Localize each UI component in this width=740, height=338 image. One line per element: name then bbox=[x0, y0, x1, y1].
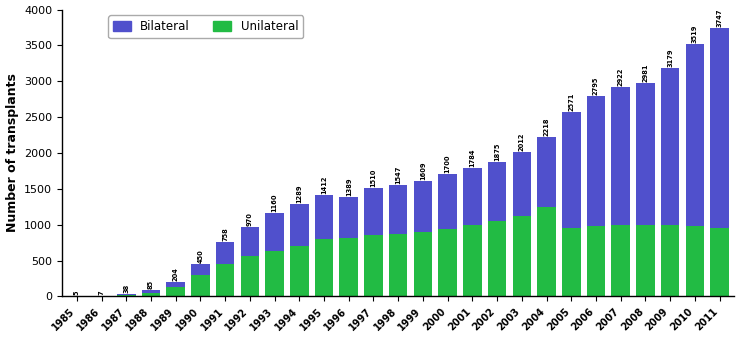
Text: 3179: 3179 bbox=[667, 49, 673, 67]
Bar bbox=[240, 256, 259, 296]
Bar bbox=[414, 232, 432, 296]
Text: 1547: 1547 bbox=[395, 166, 401, 184]
Bar bbox=[216, 264, 235, 296]
Text: 1609: 1609 bbox=[420, 162, 426, 180]
Bar bbox=[537, 137, 556, 208]
Bar bbox=[191, 275, 209, 296]
Bar bbox=[166, 287, 185, 296]
Text: 758: 758 bbox=[222, 227, 228, 241]
Bar bbox=[587, 96, 605, 226]
Bar bbox=[266, 251, 284, 296]
Bar bbox=[266, 213, 284, 251]
Bar bbox=[636, 82, 655, 225]
Bar bbox=[364, 235, 383, 296]
Text: 2922: 2922 bbox=[618, 67, 624, 86]
Bar bbox=[117, 295, 135, 296]
Text: 1784: 1784 bbox=[469, 149, 475, 167]
Text: 204: 204 bbox=[172, 267, 178, 281]
Text: 1389: 1389 bbox=[346, 177, 352, 196]
Text: 2571: 2571 bbox=[568, 93, 574, 111]
Text: 970: 970 bbox=[247, 212, 253, 226]
Bar bbox=[587, 226, 605, 296]
Bar bbox=[166, 282, 185, 287]
Bar bbox=[636, 225, 655, 296]
Bar bbox=[488, 162, 506, 221]
Text: 1700: 1700 bbox=[445, 155, 451, 173]
Text: 85: 85 bbox=[148, 280, 154, 289]
Bar bbox=[117, 294, 135, 295]
Bar bbox=[314, 239, 333, 296]
Bar bbox=[364, 188, 383, 235]
Bar bbox=[686, 44, 704, 226]
Bar bbox=[611, 87, 630, 225]
Bar bbox=[314, 195, 333, 239]
Text: 1160: 1160 bbox=[272, 194, 278, 212]
Bar bbox=[710, 227, 729, 296]
Text: 3519: 3519 bbox=[692, 25, 698, 43]
Bar bbox=[191, 264, 209, 275]
Bar bbox=[340, 197, 358, 238]
Text: 1289: 1289 bbox=[296, 184, 303, 203]
Bar bbox=[488, 221, 506, 296]
Bar bbox=[414, 181, 432, 232]
Bar bbox=[562, 227, 581, 296]
Text: 1412: 1412 bbox=[321, 175, 327, 194]
Bar bbox=[710, 28, 729, 227]
Text: 1510: 1510 bbox=[371, 169, 377, 187]
Bar bbox=[686, 226, 704, 296]
Text: 1875: 1875 bbox=[494, 143, 500, 161]
Text: 7: 7 bbox=[98, 290, 104, 295]
Text: 2795: 2795 bbox=[593, 76, 599, 95]
Bar bbox=[141, 293, 161, 296]
Bar bbox=[340, 238, 358, 296]
Bar bbox=[438, 230, 457, 296]
Bar bbox=[661, 68, 679, 225]
Bar bbox=[537, 208, 556, 296]
Text: 3747: 3747 bbox=[716, 8, 723, 27]
Bar bbox=[513, 216, 531, 296]
Text: 38: 38 bbox=[124, 283, 130, 293]
Bar bbox=[463, 225, 482, 296]
Bar bbox=[661, 225, 679, 296]
Bar bbox=[240, 227, 259, 256]
Text: 5: 5 bbox=[74, 290, 80, 295]
Text: 2981: 2981 bbox=[642, 63, 648, 81]
Bar bbox=[389, 234, 408, 296]
Bar bbox=[463, 168, 482, 225]
Bar bbox=[438, 174, 457, 230]
Text: 2012: 2012 bbox=[519, 132, 525, 151]
Bar bbox=[611, 225, 630, 296]
Text: 2218: 2218 bbox=[544, 118, 550, 136]
Bar bbox=[216, 242, 235, 264]
Bar bbox=[513, 152, 531, 216]
Bar bbox=[290, 204, 309, 245]
Text: 450: 450 bbox=[198, 249, 204, 263]
Y-axis label: Number of transplants: Number of transplants bbox=[6, 74, 18, 233]
Bar bbox=[290, 245, 309, 296]
Bar bbox=[562, 112, 581, 227]
Bar bbox=[141, 290, 161, 293]
Bar bbox=[389, 186, 408, 234]
Legend: Bilateral, Unilateral: Bilateral, Unilateral bbox=[108, 16, 303, 38]
